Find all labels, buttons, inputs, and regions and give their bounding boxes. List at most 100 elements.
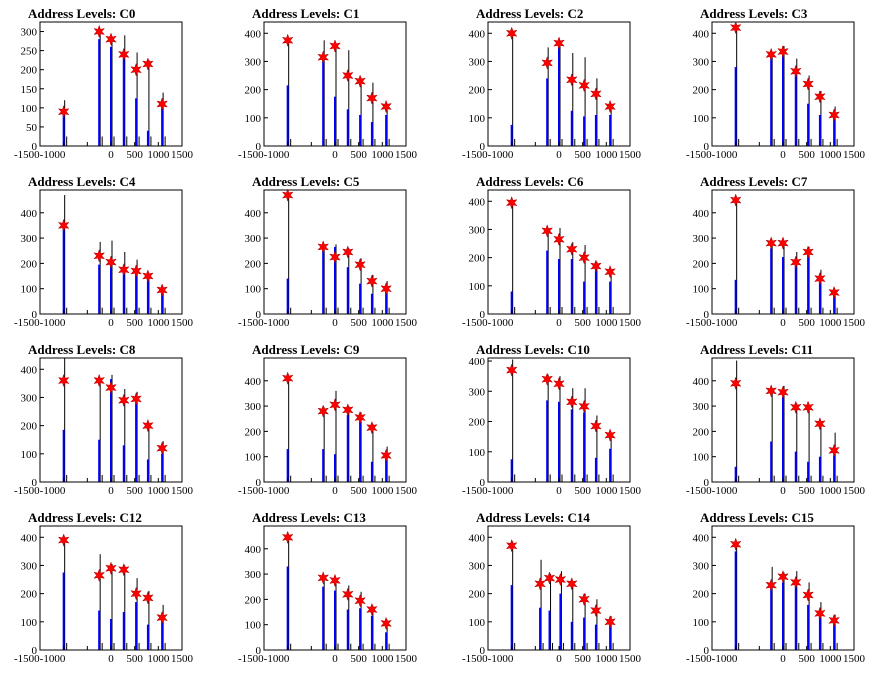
x-tick-label: -1500-1000 <box>462 149 514 161</box>
star-marker <box>281 188 294 202</box>
x-tick-label: 500 <box>574 653 591 665</box>
y-tick-label: 200 <box>245 426 262 438</box>
panel-title: Address Levels: C7 <box>700 174 808 189</box>
panel-c4: Address Levels: C4 0 100 200 300 400 -1500-100… <box>14 174 194 329</box>
y-tick-label: 400 <box>21 364 38 376</box>
star-marker <box>317 404 330 418</box>
star-marker <box>317 50 330 64</box>
star-marker <box>789 400 802 415</box>
star-marker <box>505 363 518 377</box>
y-tick-label: 200 <box>693 85 710 97</box>
x-tick-label: 1000 <box>147 653 170 665</box>
y-tick-label: 300 <box>245 569 262 581</box>
star-marker <box>604 264 616 279</box>
star-marker <box>814 417 826 431</box>
star-marker <box>828 613 840 628</box>
y-tick-label: 100 <box>21 103 38 115</box>
star-marker <box>789 575 802 590</box>
panel-c7: Address Levels: C7 0 100 200 300 400 -1500-100… <box>686 174 866 329</box>
x-tick-label: 500 <box>126 317 143 329</box>
star-marker <box>565 242 578 256</box>
y-tick-label: 100 <box>245 620 262 632</box>
star-marker <box>130 62 142 77</box>
y-tick-label: 300 <box>469 224 486 236</box>
star-marker <box>93 373 106 388</box>
y-tick-label: 100 <box>469 447 486 459</box>
x-tick-label: 1000 <box>147 485 170 497</box>
x-tick-label: -1500-1000 <box>14 149 66 161</box>
star-marker <box>117 262 130 277</box>
y-tick-label: 200 <box>21 589 38 601</box>
y-tick-label: 100 <box>469 113 486 125</box>
x-tick-label: 1500 <box>843 317 866 329</box>
y-tick-label: 200 <box>245 258 262 270</box>
x-tick-label: 1500 <box>395 317 418 329</box>
y-tick-label: 100 <box>21 449 38 461</box>
x-tick-label: -1500-1000 <box>238 485 290 497</box>
panel-c2: Address Levels: C2 0 100 200 300 400 -1500-100… <box>462 6 642 161</box>
star-marker <box>553 232 565 247</box>
y-tick-label: 0 <box>256 141 262 153</box>
star-marker <box>541 224 554 238</box>
star-marker <box>789 255 802 269</box>
star-marker <box>380 448 392 463</box>
y-tick-label: 300 <box>21 27 38 39</box>
star-marker <box>341 245 354 259</box>
y-tick-label: 300 <box>469 386 486 398</box>
star-marker <box>142 418 154 433</box>
star-marker <box>604 428 616 442</box>
y-tick-label: 100 <box>245 113 262 125</box>
y-tick-label: 300 <box>245 233 262 245</box>
x-tick-label: 1500 <box>619 653 642 665</box>
x-tick-label: -1500-1000 <box>686 317 738 329</box>
panel-title: Address Levels: C6 <box>476 174 584 189</box>
y-tick-label: 200 <box>469 589 486 601</box>
star-marker <box>534 577 546 591</box>
star-marker <box>117 562 130 577</box>
x-tick-label: -1500-1000 <box>686 653 738 665</box>
star-marker <box>57 533 70 547</box>
star-marker <box>329 39 341 53</box>
panel-c1: Address Levels: C1 0 100 200 300 400 -1500-100… <box>238 6 418 161</box>
panel-c10: Address Levels: C10 0 100 200 300 400 -1500-10… <box>462 342 642 497</box>
x-tick-label: 1500 <box>619 485 642 497</box>
y-tick-label: 200 <box>469 85 486 97</box>
y-tick-label: 0 <box>704 645 710 657</box>
star-marker <box>117 393 130 408</box>
star-marker <box>380 616 392 631</box>
y-tick-label: 400 <box>469 356 486 368</box>
y-tick-label: 0 <box>704 141 710 153</box>
star-marker <box>604 99 616 114</box>
y-tick-label: 100 <box>21 284 38 296</box>
panel-c0: Address Levels: C0 0 50 100 150 200 250 300 -150… <box>14 6 194 161</box>
x-tick-label: 500 <box>574 485 591 497</box>
star-marker <box>578 399 590 414</box>
y-tick-label: 400 <box>245 28 262 40</box>
star-marker <box>156 610 168 625</box>
y-tick-label: 100 <box>693 452 710 464</box>
panel-title: Address Levels: C14 <box>476 510 590 525</box>
star-marker <box>802 588 814 602</box>
star-marker <box>565 73 578 87</box>
x-tick-label: 1500 <box>171 485 194 497</box>
star-marker <box>553 36 565 50</box>
x-tick-label: 1500 <box>619 149 642 161</box>
panel-title: Address Levels: C8 <box>28 342 136 357</box>
x-tick-label: 0 <box>108 485 114 497</box>
star-marker <box>777 569 789 584</box>
panel-title: Address Levels: C15 <box>700 510 814 525</box>
y-tick-label: 400 <box>693 208 710 220</box>
panel-title: Address Levels: C1 <box>252 6 359 21</box>
star-marker <box>93 24 106 39</box>
star-marker <box>142 57 154 71</box>
x-tick-label: 1500 <box>171 653 194 665</box>
star-marker <box>814 89 826 104</box>
y-tick-label: 0 <box>256 645 262 657</box>
panel-title: Address Levels: C3 <box>700 6 808 21</box>
panel-title: Address Levels: C2 <box>476 6 583 21</box>
y-tick-label: 100 <box>245 452 262 464</box>
x-tick-label: 500 <box>574 317 591 329</box>
star-marker <box>317 571 330 585</box>
star-marker <box>777 44 789 59</box>
